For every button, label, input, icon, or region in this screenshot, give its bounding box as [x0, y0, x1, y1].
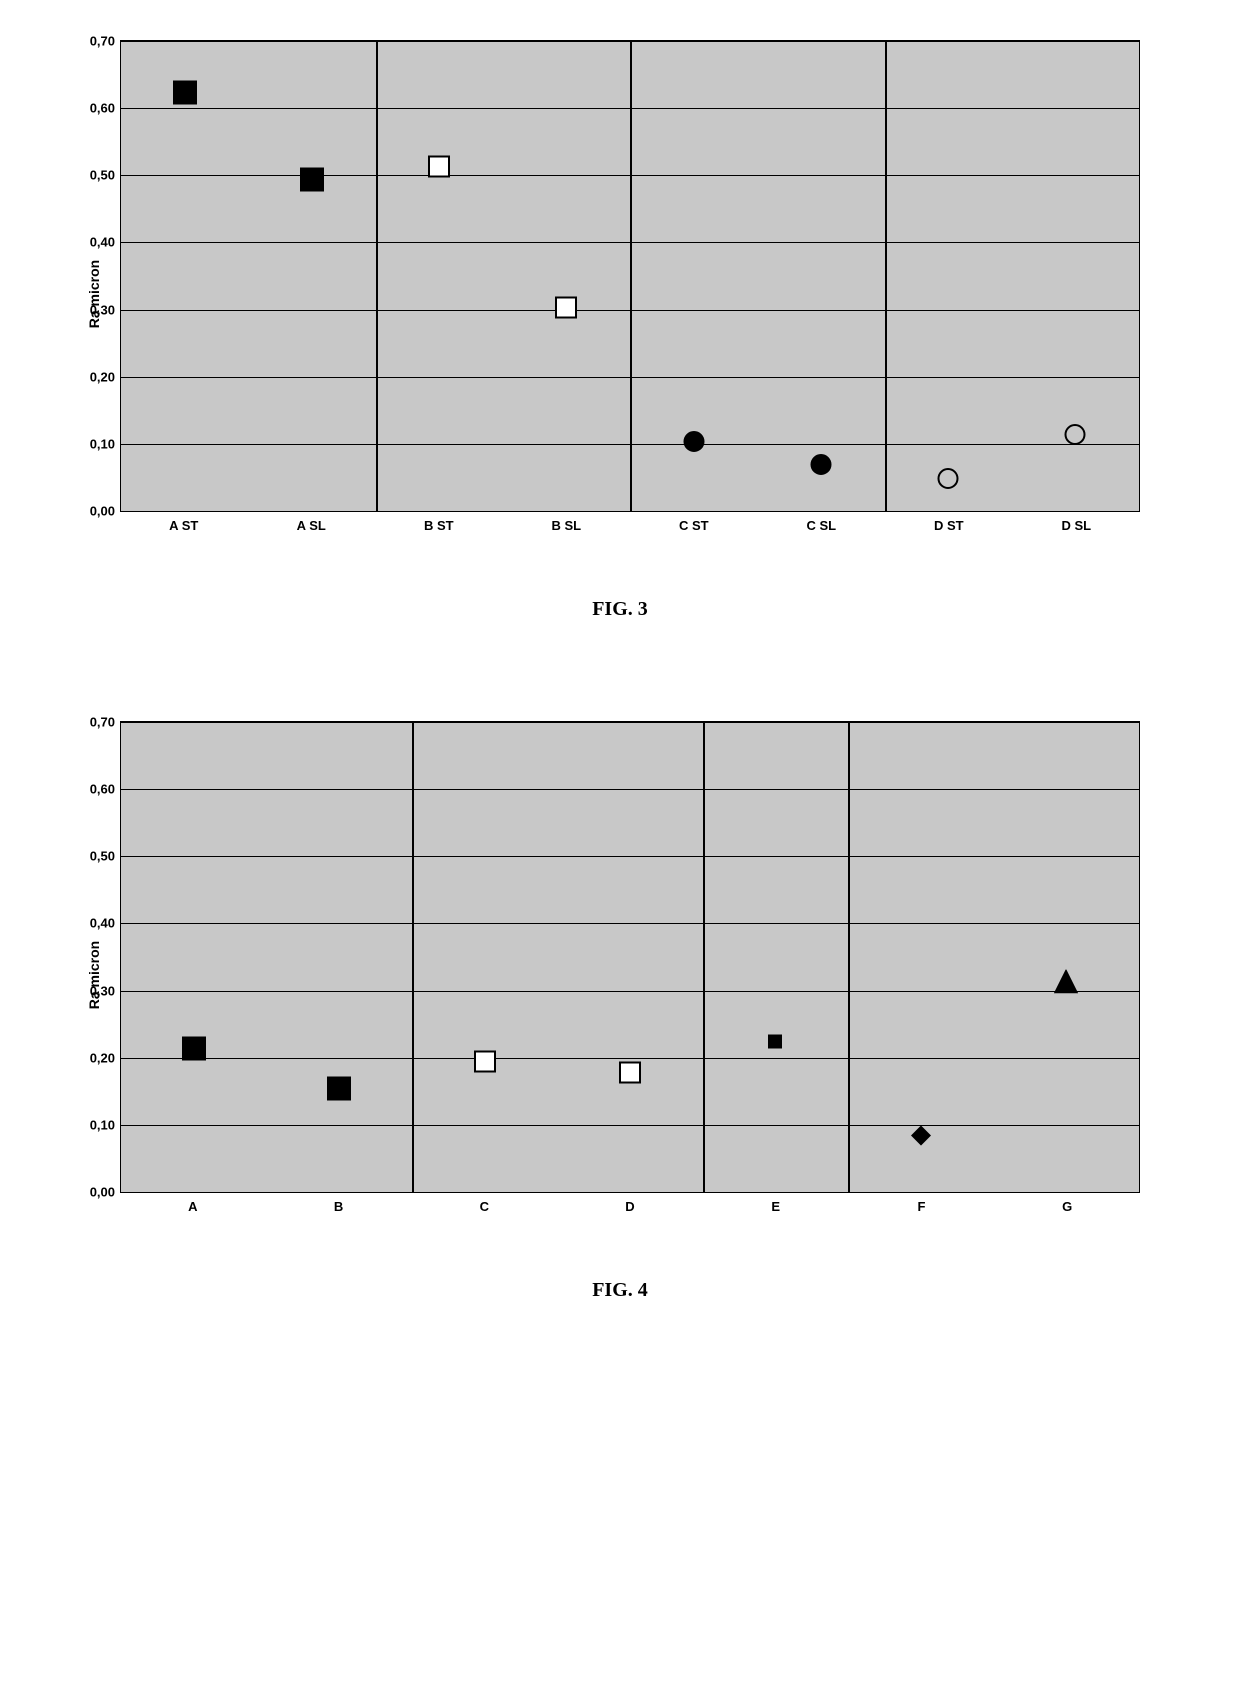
chart-4-plot-area: 0,000,100,200,300,400,500,600,70: [120, 721, 1140, 1193]
chart-4-data-point: [327, 1077, 351, 1106]
chart-3-ytick-label: 0,40: [90, 235, 121, 250]
chart-4-ytick-label: 0,40: [90, 916, 121, 931]
chart-3-xtick-label: C SL: [806, 518, 836, 533]
chart-3-xtick-label: A ST: [169, 518, 198, 533]
chart-3-data-point: [173, 80, 197, 109]
chart-3-data-point: [1064, 424, 1086, 451]
chart-3-xlabels: A ST A SL B ST B SL C ST C SL D ST D SL: [120, 518, 1140, 548]
chart-4-wrapper: Ra micron 0,000,100,200,300,400,500,600,…: [120, 721, 1140, 1229]
chart-3-ytick-label: 0,50: [90, 168, 121, 183]
chart-3-ylabel: Ra micron: [86, 260, 102, 328]
chart-4-data-point: [182, 1037, 206, 1066]
chart-3-plot-area: 0,000,100,200,300,400,500,600,70: [120, 40, 1140, 512]
figure-4: Ra micron 0,000,100,200,300,400,500,600,…: [40, 721, 1200, 1302]
chart-3-data-point: [428, 155, 450, 182]
chart-4-vgrid: [412, 722, 414, 1192]
chart-4-vgrid: [703, 722, 705, 1192]
chart-3-ytick-label: 0,30: [90, 302, 121, 317]
chart-3-ytick-label: 0,10: [90, 436, 121, 451]
chart-4-hgrid: [121, 722, 1139, 723]
chart-3-data-point: [810, 454, 832, 481]
chart-3-xtick-label: B ST: [424, 518, 454, 533]
figure-3: Ra micron 0,000,100,200,300,400,500,600,…: [40, 40, 1200, 621]
chart-3-vgrid: [630, 41, 632, 511]
chart-3-xtick-label: B SL: [551, 518, 581, 533]
chart-3-xtick-label: D SL: [1061, 518, 1091, 533]
chart-4-ytick-label: 0,70: [90, 715, 121, 730]
chart-4-xtick-label: G: [1062, 1199, 1072, 1214]
chart-4-hgrid: [121, 923, 1139, 924]
chart-4-ytick-label: 0,10: [90, 1117, 121, 1132]
chart-4-hgrid: [121, 789, 1139, 790]
chart-3-data-point: [937, 467, 959, 494]
chart-4-ytick-label: 0,00: [90, 1185, 121, 1200]
chart-3-ytick-label: 0,20: [90, 369, 121, 384]
chart-3-data-point: [555, 296, 577, 323]
chart-4-xtick-label: D: [625, 1199, 634, 1214]
chart-4-ytick-label: 0,60: [90, 782, 121, 797]
chart-4-xlabels: A B C D E F G: [120, 1199, 1140, 1229]
figure-3-caption: FIG. 3: [40, 598, 1200, 621]
chart-4-xtick-label: C: [480, 1199, 489, 1214]
chart-4-ylabel: Ra micron: [86, 941, 102, 1009]
chart-4-ytick-label: 0,20: [90, 1050, 121, 1065]
chart-3-data-point: [300, 168, 324, 197]
chart-3-xtick-label: C ST: [679, 518, 709, 533]
chart-4-hgrid: [121, 1125, 1139, 1126]
chart-3-xtick-label: A SL: [297, 518, 326, 533]
chart-4-xtick-label: B: [334, 1199, 343, 1214]
chart-4-xtick-label: A: [188, 1199, 197, 1214]
chart-3-xtick-label: D ST: [934, 518, 964, 533]
chart-4-data-point: [1054, 969, 1078, 998]
chart-3-ytick-label: 0,00: [90, 504, 121, 519]
chart-4-data-point: [619, 1061, 641, 1088]
chart-4-ytick-label: 0,50: [90, 849, 121, 864]
chart-3-wrapper: Ra micron 0,000,100,200,300,400,500,600,…: [120, 40, 1140, 548]
chart-3-data-point: [683, 430, 705, 457]
chart-3-ytick-label: 0,70: [90, 34, 121, 49]
chart-4-hgrid: [121, 1058, 1139, 1059]
chart-4-hgrid: [121, 991, 1139, 992]
chart-4-data-point: [768, 1035, 782, 1054]
chart-4-hgrid: [121, 856, 1139, 857]
chart-4-data-point: [474, 1051, 496, 1078]
chart-4-data-point: [911, 1126, 931, 1151]
chart-4-xtick-label: E: [771, 1199, 780, 1214]
chart-4-xtick-label: F: [917, 1199, 925, 1214]
chart-4-ytick-label: 0,30: [90, 983, 121, 998]
chart-3-vgrid: [885, 41, 887, 511]
chart-3-ytick-label: 0,60: [90, 101, 121, 116]
figure-4-caption: FIG. 4: [40, 1279, 1200, 1302]
chart-4-vgrid: [848, 722, 850, 1192]
chart-3-vgrid: [376, 41, 378, 511]
